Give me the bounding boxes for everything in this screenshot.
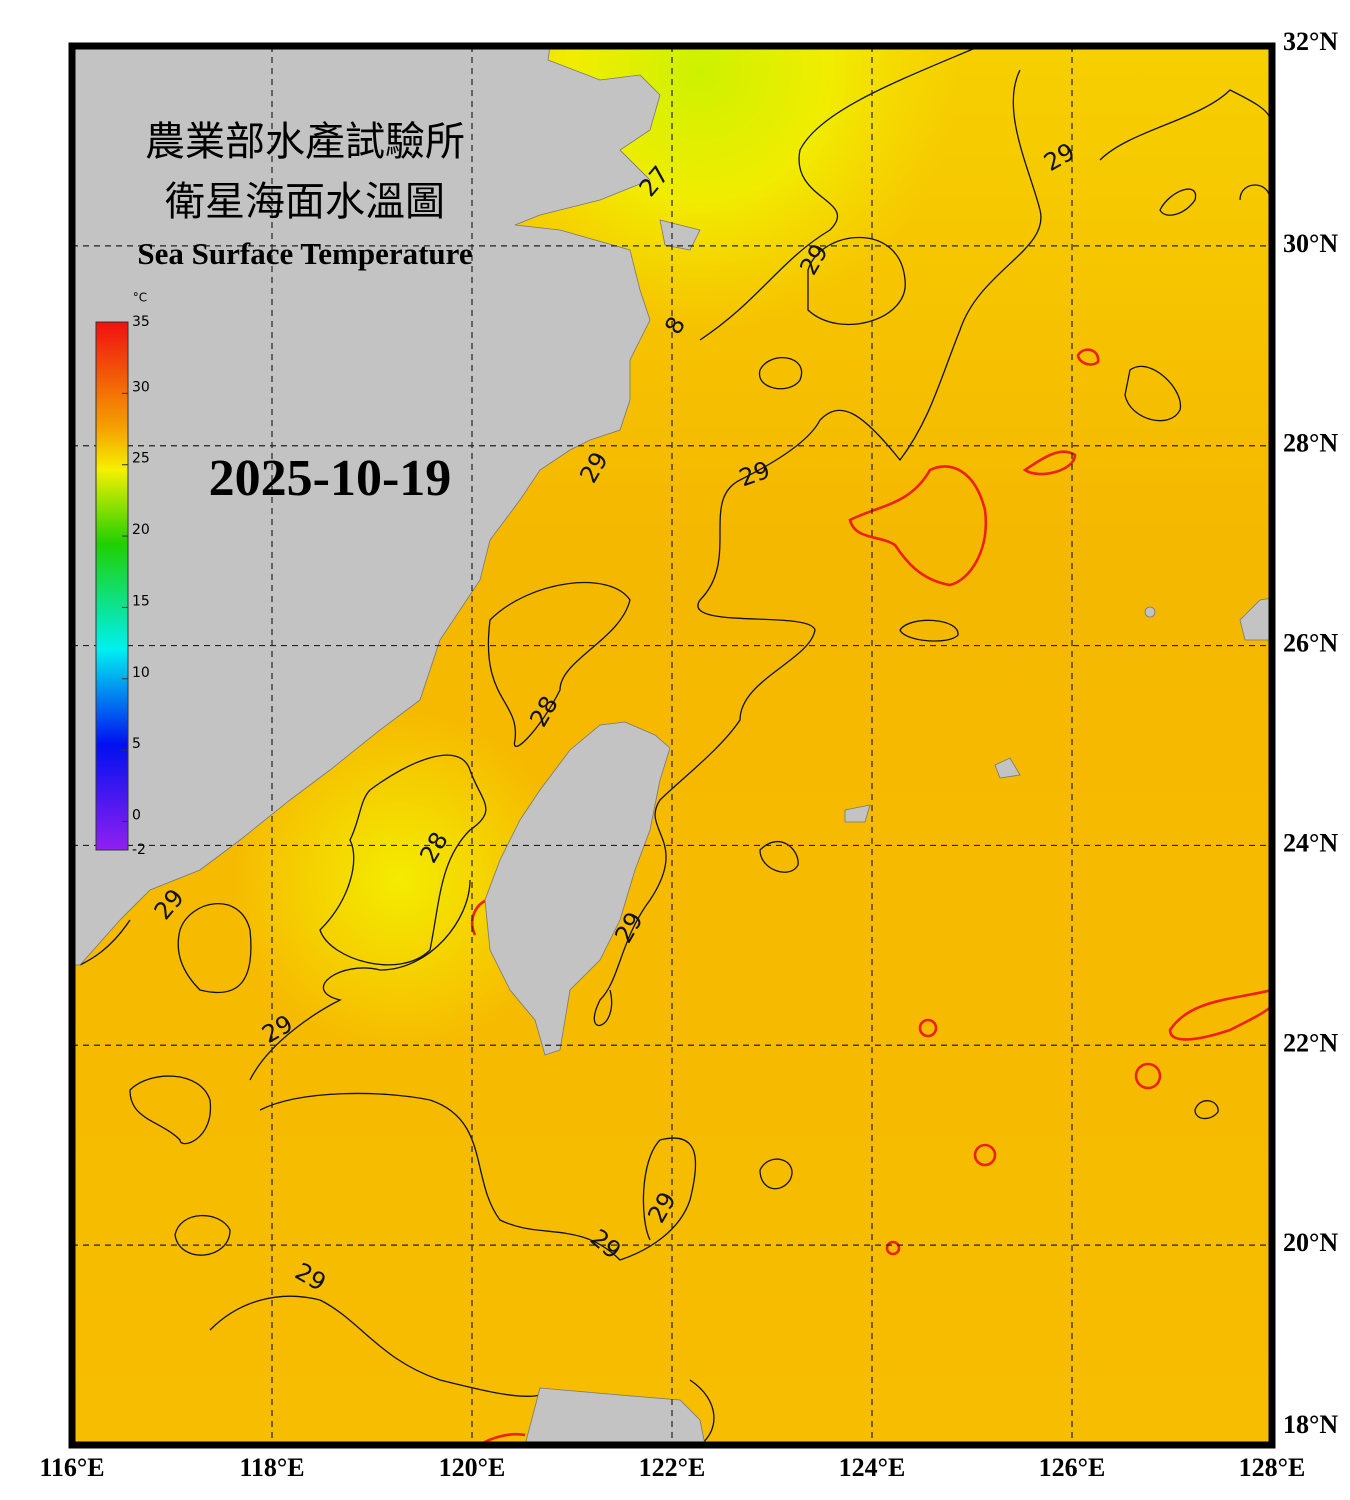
- lon-label: 116°E: [39, 1453, 104, 1482]
- date: 2025-10-19: [209, 450, 452, 507]
- lat-label: 24°N: [1283, 828, 1338, 857]
- lon-label: 124°E: [839, 1453, 906, 1482]
- title-en: Sea Surface Temperature: [137, 236, 472, 271]
- lat-label: 26°N: [1283, 629, 1338, 658]
- colorbar-tick-label: 30: [132, 379, 150, 395]
- colorbar-unit: °C: [133, 291, 147, 305]
- lon-label: 118°E: [239, 1453, 304, 1482]
- colorbar: [95, 321, 129, 851]
- lat-label: 30°N: [1283, 229, 1338, 258]
- axis-labels: 116°E 118°E 120°E 122°E 124°E 126°E 128°E 32°N 3…: [39, 27, 1338, 1482]
- lon-label: 126°E: [1039, 1453, 1106, 1482]
- lat-label: 18°N: [1283, 1410, 1338, 1439]
- title-zh-1: 農業部水產試驗所: [145, 119, 465, 165]
- colorbar-tick-label: -2: [132, 842, 146, 858]
- isotherms: [79, 46, 1271, 1445]
- colorbar-tick-label: 35: [132, 314, 150, 330]
- lat-label: 32°N: [1283, 27, 1338, 56]
- colorbar-tick-label: 0: [132, 807, 141, 823]
- isotherms-30: [470, 348, 1272, 1445]
- colorbar-tick-label: 15: [132, 593, 150, 609]
- title-zh-2: 衛星海面水溫圖: [165, 179, 445, 225]
- colorbar-ticks: 35 30 25 20 15 10 5 0 -2: [122, 314, 150, 858]
- graticule: [72, 46, 1272, 1445]
- land: [72, 46, 1272, 1445]
- colorbar-tick-label: 5: [132, 736, 141, 752]
- lat-label: 20°N: [1283, 1228, 1338, 1257]
- lon-label: 128°E: [1239, 1453, 1306, 1482]
- lat-label: 22°N: [1283, 1028, 1338, 1057]
- colorbar-tick-label: 20: [132, 522, 150, 538]
- colorbar-tick-label: 25: [132, 451, 150, 467]
- lon-label: 122°E: [639, 1453, 706, 1482]
- lon-label: 120°E: [439, 1453, 506, 1482]
- lat-label: 28°N: [1283, 429, 1338, 458]
- colorbar-tick-label: 10: [132, 665, 150, 681]
- map-frame: [68, 42, 1276, 1449]
